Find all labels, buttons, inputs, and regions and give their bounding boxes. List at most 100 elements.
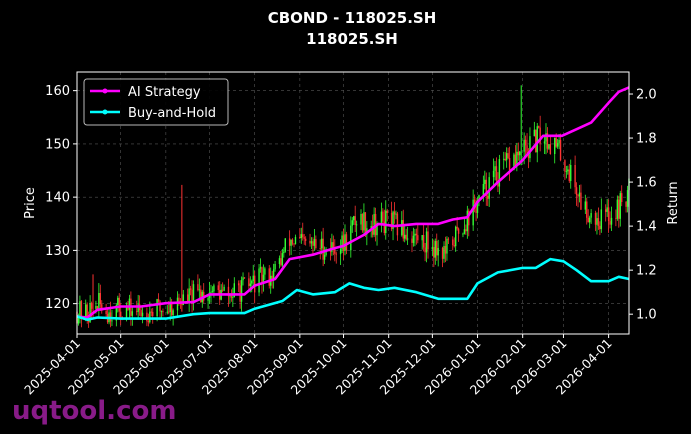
candle-body <box>584 201 587 210</box>
candle-body <box>232 296 234 298</box>
candle-body <box>424 247 426 253</box>
y-tick-label-right: 1.8 <box>636 132 657 147</box>
candle-body <box>587 217 589 223</box>
candle-body <box>85 304 87 319</box>
candle-body <box>284 238 286 252</box>
candle-body <box>472 199 474 226</box>
candle-body <box>355 224 358 226</box>
candle-body <box>86 304 88 321</box>
candle-body <box>590 213 592 218</box>
candle-body <box>373 214 375 235</box>
candle-body <box>207 297 209 301</box>
candle-body <box>319 248 321 249</box>
candle-body <box>492 170 495 178</box>
candle-body <box>396 213 399 236</box>
candle-body <box>495 166 498 181</box>
candle-body <box>545 133 547 142</box>
candle-body <box>414 233 416 236</box>
candle-body <box>320 238 323 249</box>
candle-body <box>478 195 480 200</box>
candle-body <box>457 228 460 234</box>
candle-body <box>272 269 275 280</box>
candle-body <box>395 213 397 215</box>
legend-buy-and-hold-label: Buy-and-Hold <box>128 106 216 121</box>
candle-body <box>227 286 230 297</box>
candle-body <box>475 203 477 213</box>
candle-body <box>600 209 603 230</box>
candle-body <box>437 248 439 256</box>
candle-body <box>351 220 353 226</box>
candle-body <box>615 217 617 219</box>
candle-body <box>140 310 142 317</box>
candle-body <box>401 220 403 236</box>
candle-body <box>278 258 281 264</box>
candle-body <box>484 179 486 184</box>
candle-body <box>568 169 570 182</box>
candle-body <box>599 225 601 230</box>
candle-body <box>192 284 195 304</box>
candle-body <box>619 193 621 219</box>
candle-body <box>425 231 428 253</box>
plot-frame <box>76 71 630 335</box>
candle-body <box>89 303 91 323</box>
candle-body <box>251 280 253 284</box>
candle-body <box>625 201 627 207</box>
candle-body <box>252 275 254 281</box>
candle-body <box>411 238 413 243</box>
candle-body <box>412 235 415 243</box>
candle-body <box>331 242 333 252</box>
candle-body <box>99 293 102 305</box>
candle-body <box>618 199 620 219</box>
legend-ai-strategy-label: AI Strategy <box>128 85 201 100</box>
candle-body <box>302 234 304 238</box>
candle-body <box>371 226 374 235</box>
candle-body <box>95 306 97 309</box>
candle-body <box>463 229 466 234</box>
candle-body <box>312 241 314 246</box>
candle-body <box>253 275 256 293</box>
y-tick-label-left: 160 <box>45 84 70 99</box>
watermark: uqtool.com <box>12 396 176 426</box>
candle-body <box>453 245 455 247</box>
candle-body <box>564 160 566 172</box>
candle-body <box>127 306 129 310</box>
candle-body <box>385 210 387 233</box>
candle-body <box>575 187 578 196</box>
candle-body <box>533 129 536 137</box>
candle-body <box>508 157 511 171</box>
candle-body <box>586 201 588 218</box>
candle-body <box>197 284 199 291</box>
candle-body <box>332 242 335 248</box>
candle-body <box>494 166 496 171</box>
candle-body <box>313 239 316 246</box>
candle-body <box>119 311 122 317</box>
candle-body <box>616 199 619 219</box>
y-tick-label-right: 1.6 <box>636 176 657 191</box>
candle-body <box>382 211 384 222</box>
candle-body <box>498 159 501 187</box>
candle-body <box>268 268 270 286</box>
candle-body <box>323 255 326 260</box>
candle-body <box>578 192 581 197</box>
candle-body <box>281 253 284 266</box>
candle-body <box>539 127 541 144</box>
candle-body <box>152 311 154 317</box>
candle-body <box>339 249 342 255</box>
candle-body <box>335 253 337 255</box>
candle-body <box>354 216 356 226</box>
legend: AI Strategy Buy-and-Hold <box>83 78 229 126</box>
candle-body <box>117 297 119 306</box>
candle-body <box>221 289 224 291</box>
candle-body <box>137 304 139 312</box>
candle-body <box>322 238 324 260</box>
candle-body <box>210 291 212 293</box>
candle-body <box>476 199 479 213</box>
candle-body <box>427 231 429 250</box>
candle-body <box>353 216 355 221</box>
candle-body <box>87 320 90 323</box>
candle-body <box>300 234 302 239</box>
candle-body <box>128 298 131 310</box>
candle-body <box>404 234 406 239</box>
candle-body <box>376 223 378 236</box>
candle-body <box>249 283 252 286</box>
